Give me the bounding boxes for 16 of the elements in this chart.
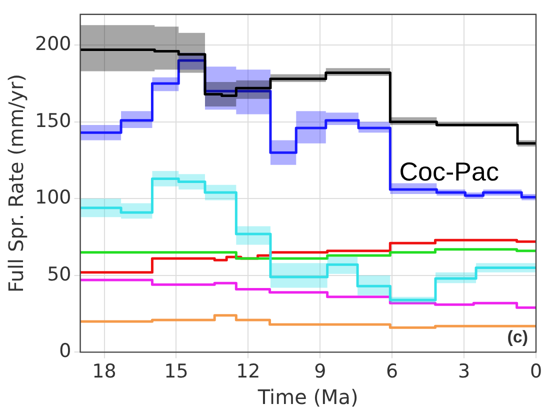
x-tick-label: 18 — [92, 360, 116, 383]
x-tick-label: 6 — [386, 360, 398, 383]
x-axis-title: Time (Ma) — [256, 385, 358, 410]
x-tick-label: 15 — [164, 360, 188, 383]
annotation: (c) — [507, 327, 528, 346]
y-tick-label: 100 — [35, 186, 72, 209]
x-tick-label: 9 — [314, 360, 326, 383]
y-tick-label: 150 — [35, 110, 72, 132]
y-tick-label: 200 — [35, 33, 72, 56]
y-tick-label: 50 — [47, 263, 72, 286]
y-tick-label: 0 — [59, 340, 72, 362]
annotation: Coc-Pac — [399, 156, 499, 186]
y-axis-title: Full Spr. Rate (mm/yr) — [4, 74, 28, 293]
x-tick-label: 3 — [458, 360, 470, 383]
x-tick-label: 12 — [236, 360, 260, 383]
x-tick-label: 0 — [530, 360, 542, 383]
